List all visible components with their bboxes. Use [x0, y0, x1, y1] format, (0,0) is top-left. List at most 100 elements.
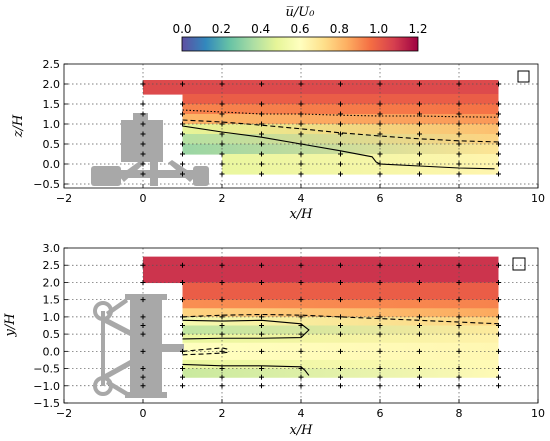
side-view-measurement-point — [180, 121, 185, 127]
side-view-panel: −2 0 2 4 6 8 10 −0.5 0.0 0.5 1.0 1.5 2.0 2.5 x/H z/H — [11, 58, 545, 222]
top-view-measurement-point — [417, 366, 422, 372]
top-view-heatmap-row — [182, 368, 499, 378]
side-view-ylabel: z/H — [11, 114, 26, 138]
side-view-measurement-point — [219, 161, 225, 167]
side-view-measurement-point — [180, 171, 185, 177]
top-view-measurement-point — [377, 348, 383, 354]
top-view-measurement-point — [456, 262, 462, 268]
side-view-measurement-point — [219, 171, 225, 177]
top-view-measurement-point — [456, 297, 462, 303]
top-view-heatmap-row — [182, 359, 499, 370]
side-view-legend-box-icon — [517, 70, 530, 83]
top-view-measurement-point — [259, 279, 264, 285]
colorbar-tick-label: 0.0 — [172, 22, 191, 36]
side-view-measurement-point — [140, 81, 146, 87]
side-view-measurement-point — [298, 111, 304, 117]
side-view-measurement-point — [219, 151, 225, 157]
side-view-measurement-point — [259, 81, 264, 87]
side-view-measurement-point — [219, 81, 225, 87]
top-view-measurement-point — [140, 297, 146, 303]
top-view-measurement-point — [338, 323, 343, 328]
side-view-measurement-point — [456, 141, 462, 147]
side-view-measurement-point — [456, 151, 462, 157]
top-view-measurement-point — [219, 366, 225, 372]
side-view-measurement-point — [298, 81, 304, 87]
top-view-measurement-point — [496, 374, 501, 380]
top-view-heatmap-row — [182, 316, 499, 327]
top-view-measurement-point — [496, 348, 501, 354]
side-view-heatmap — [143, 80, 499, 175]
colorbar-tick-label: 0.2 — [212, 22, 231, 36]
top-view-measurement-point — [298, 383, 304, 389]
side-view-measurement-point — [180, 141, 185, 147]
top-view-panel: −2 0 2 4 6 8 10 −1.5 −1.0 −0.5 0.0 0.5 1.0 1.5 2.0 2.5 3… — [3, 242, 545, 438]
side-view-measurement-point — [496, 141, 501, 147]
side-view-measurement-point — [298, 161, 304, 167]
top-view-measurement-point — [338, 297, 343, 303]
side-view-measurement-point — [456, 81, 462, 87]
side-view-measurement-point — [417, 161, 422, 167]
colorbar-tick-label: 0.8 — [330, 22, 349, 36]
side-view-measurement-point — [496, 171, 501, 177]
top-view-measurement-point — [298, 279, 304, 285]
top-view-measurement-point — [140, 374, 146, 380]
top-view-measurement-point — [180, 279, 185, 285]
side-view-measurement-point — [219, 141, 225, 147]
top-view-measurement-point — [377, 374, 383, 380]
top-view-ytick-label: 1.0 — [43, 311, 61, 324]
colorbar-bar — [181, 36, 419, 52]
top-view-measurement-point — [456, 348, 462, 354]
side-view-contour-solid — [182, 125, 495, 170]
top-view-measurement-point — [456, 374, 462, 380]
top-view-xtick-label: 4 — [298, 407, 305, 420]
side-view-measurement-point — [259, 101, 264, 107]
side-view-heatmap-row — [182, 114, 499, 125]
side-view-measurement-point — [417, 171, 422, 177]
top-view-measurement-point — [140, 262, 146, 268]
side-view-measurement-point — [219, 111, 225, 117]
side-view-measurement-point — [180, 161, 185, 167]
top-view-measurement-point — [417, 279, 422, 285]
side-view-measurement-point — [219, 101, 225, 107]
side-view-measurement-point — [417, 81, 422, 87]
top-view-measurement-point — [456, 331, 462, 337]
top-view-measurement-point — [377, 262, 383, 268]
top-view-measurement-point — [259, 331, 264, 337]
top-view-measurement-point — [496, 383, 501, 389]
side-view-measurement-point — [377, 161, 383, 167]
top-view-measurement-point — [496, 331, 501, 337]
side-view-contour-dashed — [182, 119, 499, 143]
top-view-measurement-point — [417, 262, 422, 268]
top-view-measurement-point — [496, 262, 501, 268]
side-view-xtick-label: 2 — [219, 192, 226, 205]
side-view-measurement-point — [140, 121, 146, 127]
top-view-ylabel: y/H — [3, 313, 18, 338]
top-view-measurement-point — [377, 314, 383, 320]
side-view-heatmap-row — [182, 144, 499, 155]
top-view-measurement-point — [219, 279, 225, 285]
top-view-measurement-point — [496, 279, 501, 285]
top-view-heatmap-row — [182, 334, 499, 344]
side-view-measurement-point — [140, 131, 146, 137]
side-view-xtick-label: 0 — [140, 192, 147, 205]
top-view-measurement-point — [219, 374, 225, 380]
colorbar-tick-labels: 0.0 0.2 0.4 0.6 0.8 1.0 1.2 — [172, 22, 427, 36]
side-view-measurement-point — [496, 161, 501, 167]
side-view-measurement-point — [298, 101, 304, 107]
side-view-ytick-label: 0.5 — [43, 138, 61, 151]
side-view-measurement-point — [180, 151, 185, 157]
side-view-measurement-point — [259, 151, 264, 157]
side-view-heatmap-row — [182, 134, 499, 145]
side-view-measurement-point — [140, 171, 146, 177]
top-view-measurement-point — [259, 348, 264, 354]
side-view-measurement-point — [456, 111, 462, 117]
top-view-measurement-point — [338, 314, 343, 320]
top-view-measurement-point — [180, 348, 185, 354]
side-view-measurement-point — [456, 101, 462, 107]
side-view-measurement-point — [140, 141, 146, 147]
top-view-heatmap-row — [182, 282, 499, 301]
side-view-measurement-point — [456, 131, 462, 137]
side-view-measurement-point — [417, 141, 422, 147]
top-view-measurement-point — [140, 314, 146, 320]
